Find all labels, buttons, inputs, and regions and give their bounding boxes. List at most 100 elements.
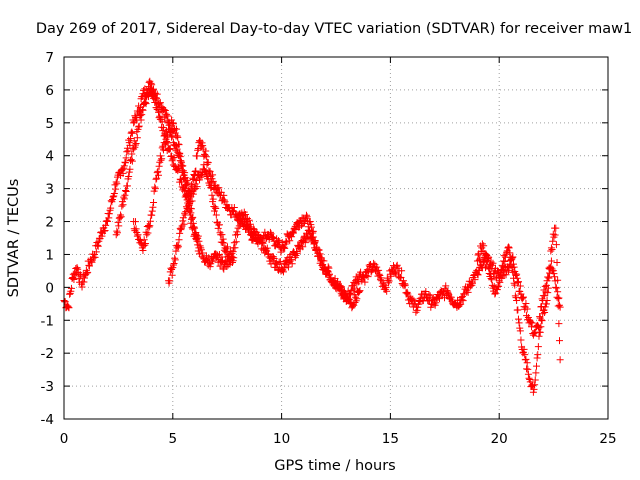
data-point-interp bbox=[224, 243, 232, 251]
data-point bbox=[352, 293, 360, 301]
data-point-interp bbox=[263, 244, 271, 252]
data-point-interp bbox=[529, 388, 537, 396]
data-point-interp bbox=[175, 165, 183, 173]
data-point-interp bbox=[537, 323, 545, 331]
data-point-interp bbox=[256, 233, 264, 241]
data-point-interp bbox=[148, 211, 156, 219]
data-point-interp bbox=[403, 288, 411, 296]
data-point-interp bbox=[524, 365, 532, 373]
data-point-interp bbox=[133, 134, 141, 142]
data-point-interp bbox=[215, 184, 223, 192]
data-point-interp bbox=[166, 145, 174, 153]
data-point-interp bbox=[316, 250, 324, 258]
data-point bbox=[182, 185, 190, 193]
data-point-interp bbox=[247, 220, 255, 228]
data-point-interp bbox=[259, 239, 267, 247]
plot-frame bbox=[63, 56, 609, 420]
data-point-interp bbox=[334, 277, 342, 285]
data-point-interp bbox=[519, 293, 527, 301]
data-point-interp bbox=[355, 278, 363, 286]
data-point-interp bbox=[493, 286, 501, 294]
chart-title: Day 269 of 2017, Sidereal Day-to-day VTE… bbox=[36, 21, 632, 37]
data-point-interp bbox=[516, 282, 524, 290]
data-point-interp bbox=[181, 182, 189, 190]
data-point-interp bbox=[170, 154, 178, 162]
data-point bbox=[486, 270, 494, 278]
data-point-interp bbox=[153, 104, 161, 112]
data-point-interp bbox=[554, 276, 562, 284]
data-point-interp bbox=[484, 255, 492, 263]
data-point-interp bbox=[102, 221, 110, 229]
data-point-interp bbox=[514, 306, 522, 314]
data-markers bbox=[60, 77, 564, 396]
data-point-interp bbox=[164, 112, 172, 120]
data-point-interp bbox=[267, 230, 275, 238]
data-point-interp bbox=[67, 284, 75, 292]
data-point-interp bbox=[187, 215, 195, 223]
data-point-interp bbox=[209, 177, 217, 185]
data-point-interp bbox=[475, 256, 483, 264]
data-point bbox=[543, 297, 551, 305]
data-point-interp bbox=[483, 256, 491, 264]
data-point-interp bbox=[169, 120, 177, 128]
data-point-interp bbox=[489, 284, 497, 292]
data-point-interp bbox=[127, 156, 135, 164]
data-point-interp bbox=[192, 177, 200, 185]
data-point-interp bbox=[85, 261, 93, 269]
data-point-interp bbox=[303, 213, 311, 221]
data-point-interp bbox=[174, 241, 182, 249]
data-point-interp bbox=[94, 241, 102, 249]
data-point-interp bbox=[480, 242, 488, 250]
data-point-interp bbox=[361, 278, 369, 286]
data-point bbox=[230, 254, 238, 262]
data-point-interp bbox=[122, 187, 130, 195]
data-point-interp bbox=[523, 305, 531, 313]
data-point-interp bbox=[277, 248, 285, 256]
y-tick-label: 3 bbox=[45, 182, 54, 198]
data-point-interp bbox=[324, 263, 332, 271]
data-point-interp bbox=[194, 146, 202, 154]
grid bbox=[64, 57, 608, 419]
x-tick-label: 20 bbox=[491, 431, 508, 447]
data-point-interp bbox=[78, 283, 86, 291]
data-point-interp bbox=[83, 269, 91, 277]
data-point-interp bbox=[189, 190, 197, 198]
data-point bbox=[104, 218, 112, 226]
data-point-interp bbox=[219, 235, 227, 243]
data-point-interp bbox=[212, 204, 220, 212]
data-point-interp bbox=[556, 301, 564, 309]
data-point-interp bbox=[511, 292, 519, 300]
data-point-interp bbox=[257, 234, 265, 242]
data-point-interp bbox=[161, 106, 169, 114]
data-point-interp bbox=[171, 256, 179, 264]
data-point-interp bbox=[393, 261, 401, 269]
data-point-interp bbox=[524, 370, 532, 378]
data-point-interp bbox=[120, 162, 128, 170]
data-point-interp bbox=[545, 274, 553, 282]
data-point bbox=[495, 277, 503, 285]
data-point-interp bbox=[177, 157, 185, 165]
data-point-interp bbox=[150, 198, 158, 206]
data-point-interp bbox=[101, 227, 109, 235]
data-point-interp bbox=[425, 291, 433, 299]
data-point bbox=[426, 297, 434, 305]
data-point-interp bbox=[135, 122, 143, 130]
data-point-interp bbox=[128, 150, 136, 158]
data-point-interp bbox=[193, 152, 201, 160]
data-point bbox=[547, 257, 555, 265]
data-point-interp bbox=[182, 190, 190, 198]
data-point-interp bbox=[544, 289, 552, 297]
data-point bbox=[556, 303, 564, 311]
data-point-interp bbox=[84, 268, 92, 276]
data-point-interp bbox=[192, 167, 200, 175]
data-point-interp bbox=[413, 306, 421, 314]
data-point-interp bbox=[98, 232, 106, 240]
data-point-interp bbox=[227, 247, 235, 255]
data-point bbox=[530, 329, 538, 337]
data-point-interp bbox=[549, 230, 557, 238]
data-point-interp bbox=[194, 232, 202, 240]
data-point-interp bbox=[478, 240, 486, 248]
data-point-interp bbox=[109, 193, 117, 201]
data-point bbox=[547, 244, 555, 252]
